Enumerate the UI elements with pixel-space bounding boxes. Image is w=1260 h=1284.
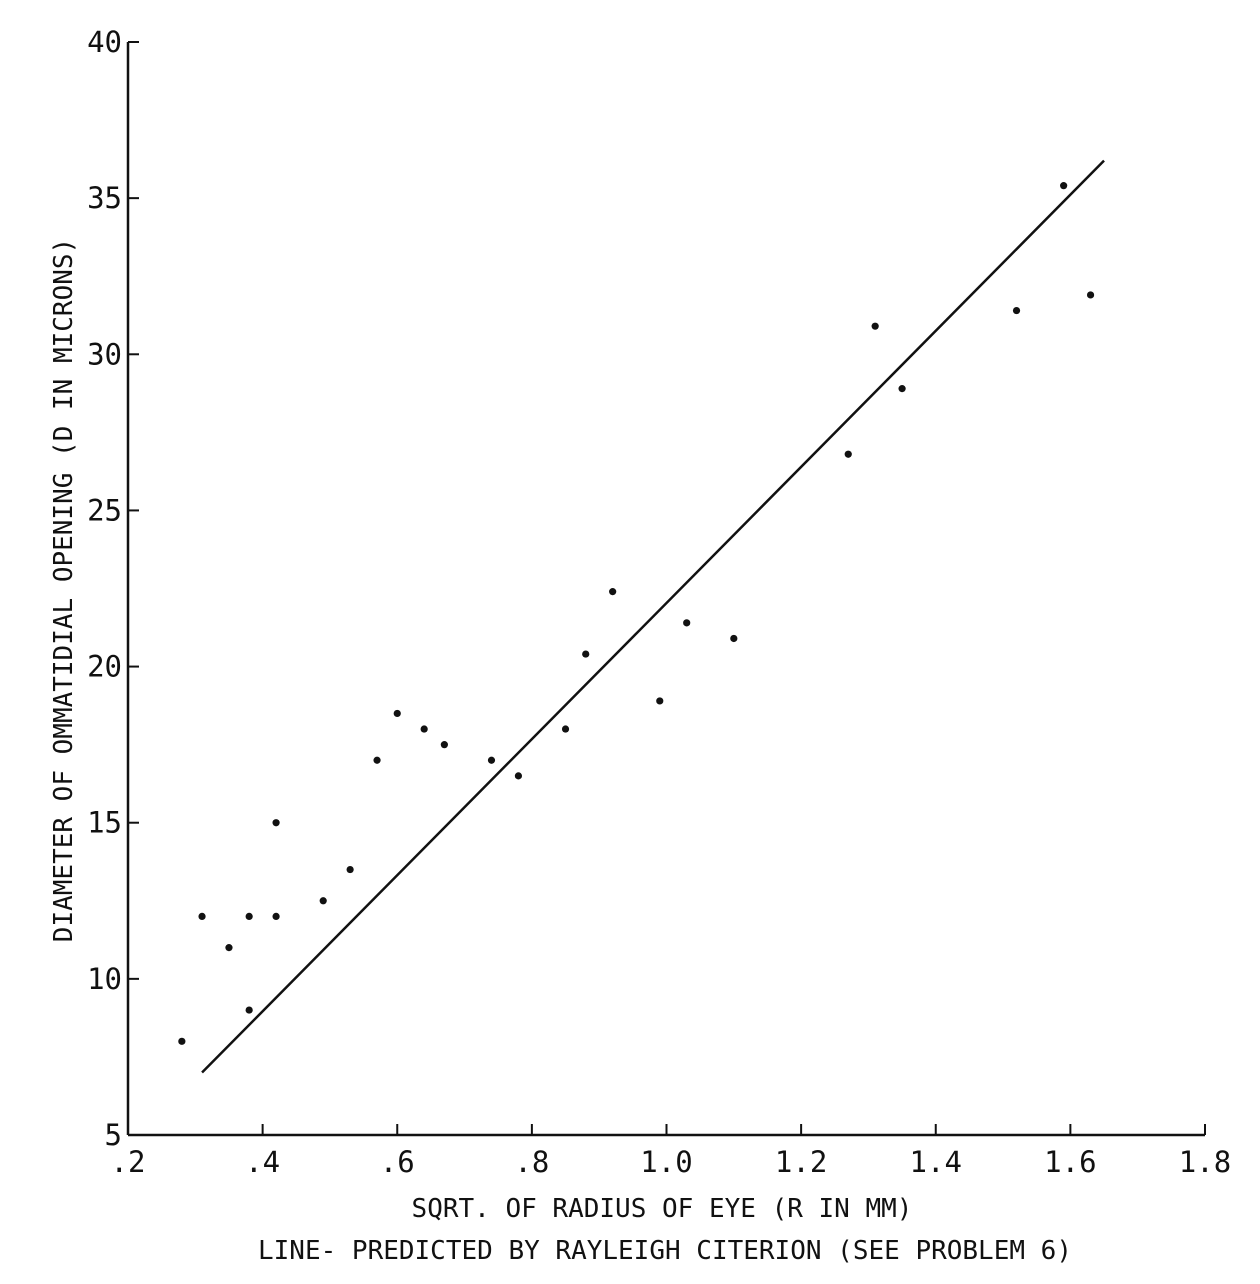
x-tick-label: 1.2 [775, 1145, 827, 1179]
data-point [871, 322, 879, 330]
y-tick-label: 25 [87, 493, 122, 527]
data-point [198, 912, 206, 921]
data-point [898, 385, 906, 393]
chart-caption: LINE- PREDICTED BY RAYLEIGH CITERION (SE… [258, 1236, 1072, 1266]
fit-line-group [201, 159, 1105, 1074]
fit-line [201, 159, 1105, 1074]
x-tick-label: 1.6 [1044, 1145, 1096, 1179]
data-point [420, 725, 428, 733]
data-point [656, 697, 664, 705]
x-tick-label: .4 [245, 1145, 280, 1179]
x-tick-label: 1.8 [1179, 1145, 1231, 1179]
data-points [178, 182, 1095, 1045]
x-tick-label: .2 [111, 1145, 146, 1179]
y-tick-label: 40 [87, 25, 122, 59]
data-point [319, 897, 327, 905]
data-point [609, 588, 617, 596]
data-point [1060, 182, 1068, 190]
data-point [514, 772, 523, 780]
data-point [245, 912, 253, 921]
y-tick-label: 5 [105, 1118, 122, 1152]
data-point [1086, 291, 1095, 299]
y-tick-label: 10 [87, 962, 122, 996]
x-tick-label: 1.0 [640, 1145, 692, 1179]
y-tick-label: 15 [87, 806, 122, 840]
x-tick-label: 1.4 [910, 1145, 962, 1179]
data-point [272, 819, 280, 827]
data-point [373, 756, 381, 764]
data-point [844, 450, 852, 458]
data-point [561, 725, 570, 733]
x-axis-ticks: .2 .4 .6 .8 1.0 1.2 1.4 1.6 1.8 [111, 1124, 1231, 1179]
y-tick-label: 20 [87, 650, 122, 684]
data-point [346, 865, 354, 874]
y-axis-ticks: 5 10 15 20 25 30 35 40 [87, 25, 139, 1152]
data-point [440, 741, 448, 749]
data-point [393, 709, 401, 718]
data-point [178, 1037, 186, 1045]
data-point [245, 1006, 253, 1014]
x-axis-title: SQRT. OF RADIUS OF EYE (R IN MM) [412, 1194, 913, 1224]
y-axis-title: DIAMETER OF OMMATIDIAL OPENING (D IN MIC… [49, 238, 79, 942]
y-tick-label: 35 [87, 181, 122, 215]
x-tick-label: .8 [514, 1145, 549, 1179]
data-point [272, 912, 280, 921]
data-point [683, 619, 691, 627]
data-point [730, 634, 738, 643]
data-point [225, 944, 233, 952]
data-point [487, 756, 496, 764]
chart-axes [126, 42, 1205, 1137]
data-point [582, 650, 590, 658]
y-tick-label: 30 [87, 337, 122, 371]
x-tick-label: .6 [380, 1145, 415, 1179]
data-point [1012, 306, 1021, 315]
